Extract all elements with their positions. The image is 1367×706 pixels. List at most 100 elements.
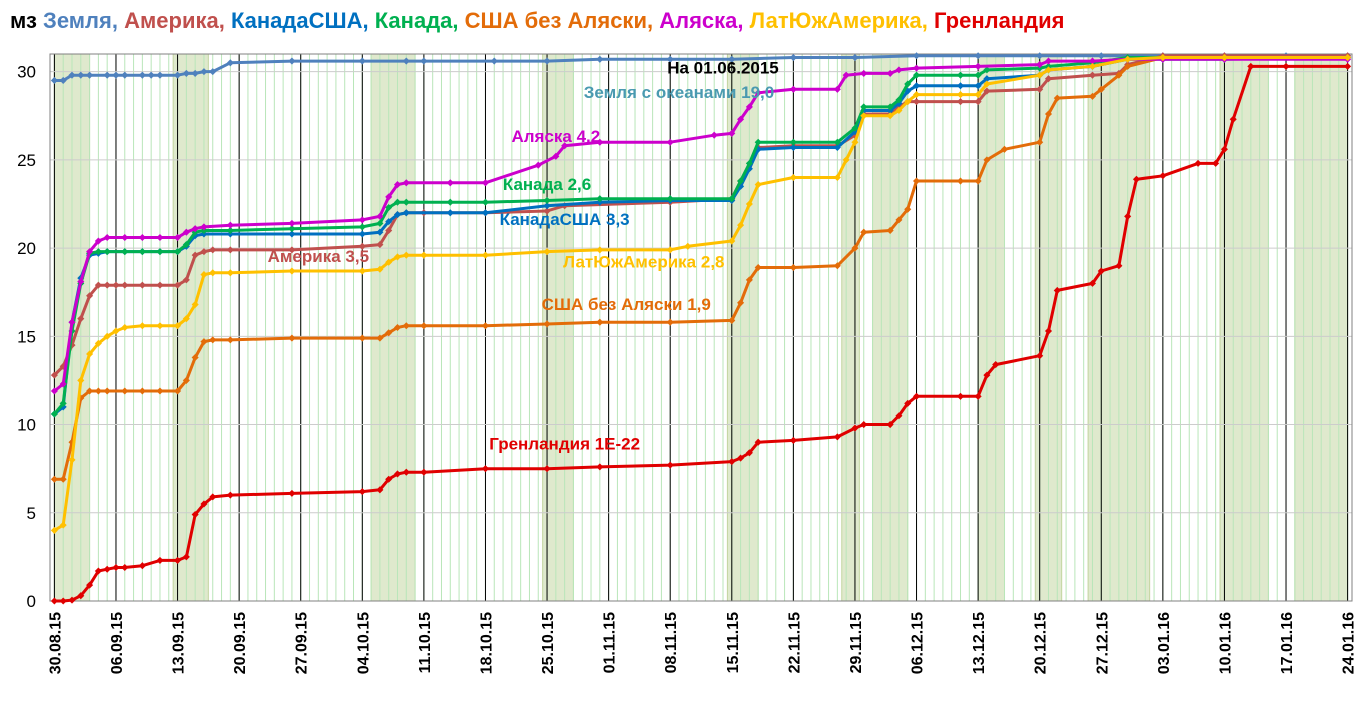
data-point-сша-без-аляски-1 bbox=[59, 475, 67, 483]
data-point-сша-без-аляски-34 bbox=[860, 228, 868, 236]
data-point-латюжамерика-28 bbox=[684, 242, 692, 250]
data-point-гренландия-17 bbox=[288, 489, 296, 497]
data-point-америка-9 bbox=[138, 281, 146, 289]
data-point-аляска-28 bbox=[710, 131, 718, 139]
data-point-канада-26 bbox=[728, 195, 736, 203]
data-point-латюжамерика-25 bbox=[543, 248, 551, 256]
data-point-америка-20 bbox=[385, 226, 393, 234]
data-point-канада-23 bbox=[543, 196, 551, 204]
data-point-канада-6 bbox=[103, 248, 111, 256]
data-point-канада-20 bbox=[402, 198, 410, 206]
title-part-11: , bbox=[737, 8, 749, 33]
data-point-америка-11 bbox=[174, 281, 182, 289]
data-point-сша-без-аляски-28 bbox=[737, 299, 745, 307]
data-point-аляска-9 bbox=[156, 233, 164, 242]
data-point-сша-без-аляски-40 bbox=[974, 177, 982, 185]
title-part-12: ЛатЮжАмерика bbox=[750, 8, 923, 33]
x-tick-label-10: 08.11.15 bbox=[663, 612, 680, 674]
data-point-сша-без-аляски-42 bbox=[1000, 145, 1009, 153]
data-point-аляска-31 bbox=[745, 103, 753, 111]
data-point-канада-7 bbox=[121, 248, 129, 256]
data-point-гренландия-0 bbox=[50, 597, 58, 605]
data-point-сша-без-аляски-11 bbox=[182, 376, 190, 384]
data-point-гренландия-21 bbox=[393, 470, 402, 478]
data-point-латюжамерика-34 bbox=[833, 173, 841, 182]
data-point-аляска-0 bbox=[50, 387, 58, 395]
data-point-аляска-21 bbox=[446, 179, 454, 187]
title-unit: мз bbox=[10, 8, 43, 33]
data-point-канада-39 bbox=[974, 71, 982, 79]
data-point-аляска-25 bbox=[561, 142, 569, 150]
data-point-латюжамерика-15 bbox=[209, 269, 217, 277]
series-line-гренландия bbox=[54, 64, 1348, 603]
data-point-латюжамерика-8 bbox=[121, 323, 129, 332]
data-point-сша-без-аляски-5 bbox=[94, 387, 102, 395]
data-point-аляска-32 bbox=[754, 89, 762, 97]
data-point-сша-без-аляски-27 bbox=[728, 316, 736, 324]
data-point-гренландия-18 bbox=[358, 488, 366, 496]
data-point-земля-23 bbox=[596, 55, 604, 63]
title-part-0: Земля bbox=[43, 8, 112, 33]
shaded-period-7 bbox=[977, 53, 1006, 602]
data-point-сша-без-аляски-13 bbox=[200, 338, 208, 346]
data-point-гренландия-19 bbox=[376, 486, 384, 494]
series-канада bbox=[50, 53, 1352, 418]
data-point-аляска-15 bbox=[288, 219, 296, 227]
data-point-латюжамерика-40 bbox=[904, 98, 912, 106]
data-point-латюжамерика-35 bbox=[842, 156, 850, 164]
data-point-аляска-33 bbox=[789, 85, 797, 93]
data-point-земля-22 bbox=[543, 57, 551, 65]
data-point-земля-27 bbox=[851, 53, 859, 62]
x-tick-label-2: 13.09.15 bbox=[171, 612, 188, 674]
data-point-америка-8 bbox=[121, 281, 129, 289]
x-tick-label-0: 30.08.15 bbox=[47, 612, 64, 674]
x-tick-label-7: 18.10.15 bbox=[478, 612, 495, 674]
data-point-земля-18 bbox=[358, 57, 366, 65]
data-point-гренландия-4 bbox=[86, 581, 94, 589]
data-point-земля-24 bbox=[666, 55, 674, 63]
data-point-гренландия-9 bbox=[138, 562, 146, 570]
data-point-канадасша-20 bbox=[402, 209, 410, 217]
data-point-аляска-23 bbox=[534, 161, 542, 169]
data-point-сша-без-аляски-7 bbox=[121, 387, 129, 395]
data-point-гренландия-42 bbox=[983, 371, 991, 379]
data-point-гренландия-29 bbox=[737, 454, 745, 462]
x-tick-label-1: 06.09.15 bbox=[109, 612, 126, 674]
data-point-аляска-6 bbox=[103, 233, 111, 242]
data-point-америка-18 bbox=[358, 242, 366, 250]
data-point-сша-без-аляски-39 bbox=[956, 177, 965, 185]
data-point-латюжамерика-10 bbox=[156, 322, 164, 330]
data-point-земля-29 bbox=[974, 52, 982, 60]
data-point-америка-12 bbox=[182, 276, 190, 284]
data-point-аляска-5 bbox=[94, 237, 102, 245]
data-point-америка-0 bbox=[50, 371, 58, 379]
data-point-земля-28 bbox=[912, 52, 921, 60]
data-point-канада-33 bbox=[860, 103, 868, 111]
x-tick-label-14: 06.12.15 bbox=[910, 612, 927, 674]
data-point-америка-3 bbox=[77, 315, 85, 323]
data-point-латюжамерика-37 bbox=[860, 112, 868, 120]
data-point-канадасша-38 bbox=[956, 82, 965, 90]
annotation-1: Земля с океанами 19,0 bbox=[584, 83, 774, 102]
data-point-латюжамерика-9 bbox=[138, 322, 146, 330]
data-point-аляска-27 bbox=[666, 138, 674, 146]
data-point-латюжамерика-29 bbox=[728, 237, 736, 245]
data-point-сша-без-аляски-37 bbox=[904, 205, 912, 213]
data-point-канада-36 bbox=[904, 80, 912, 88]
x-tick-label-12: 22.11.15 bbox=[786, 612, 803, 674]
data-point-гренландия-16 bbox=[226, 491, 234, 499]
data-point-америка-4 bbox=[86, 292, 94, 300]
data-point-сша-без-аляски-29 bbox=[745, 276, 753, 284]
data-point-сша-без-аляски-14 bbox=[209, 336, 217, 344]
data-point-аляска-22 bbox=[481, 179, 490, 187]
data-point-латюжамерика-2 bbox=[68, 456, 76, 464]
annotation-0: На 01.06.2015 bbox=[667, 58, 779, 77]
data-point-сша-без-аляски-38 bbox=[912, 177, 921, 185]
data-point-гренландия-35 bbox=[860, 421, 868, 429]
title-part-13: , bbox=[922, 8, 934, 33]
data-point-латюжамерика-7 bbox=[112, 327, 120, 335]
data-point-земля-12 bbox=[182, 69, 190, 77]
data-point-аляска-4 bbox=[86, 248, 94, 256]
data-point-земля-7 bbox=[121, 71, 129, 79]
data-point-канада-30 bbox=[789, 138, 797, 146]
